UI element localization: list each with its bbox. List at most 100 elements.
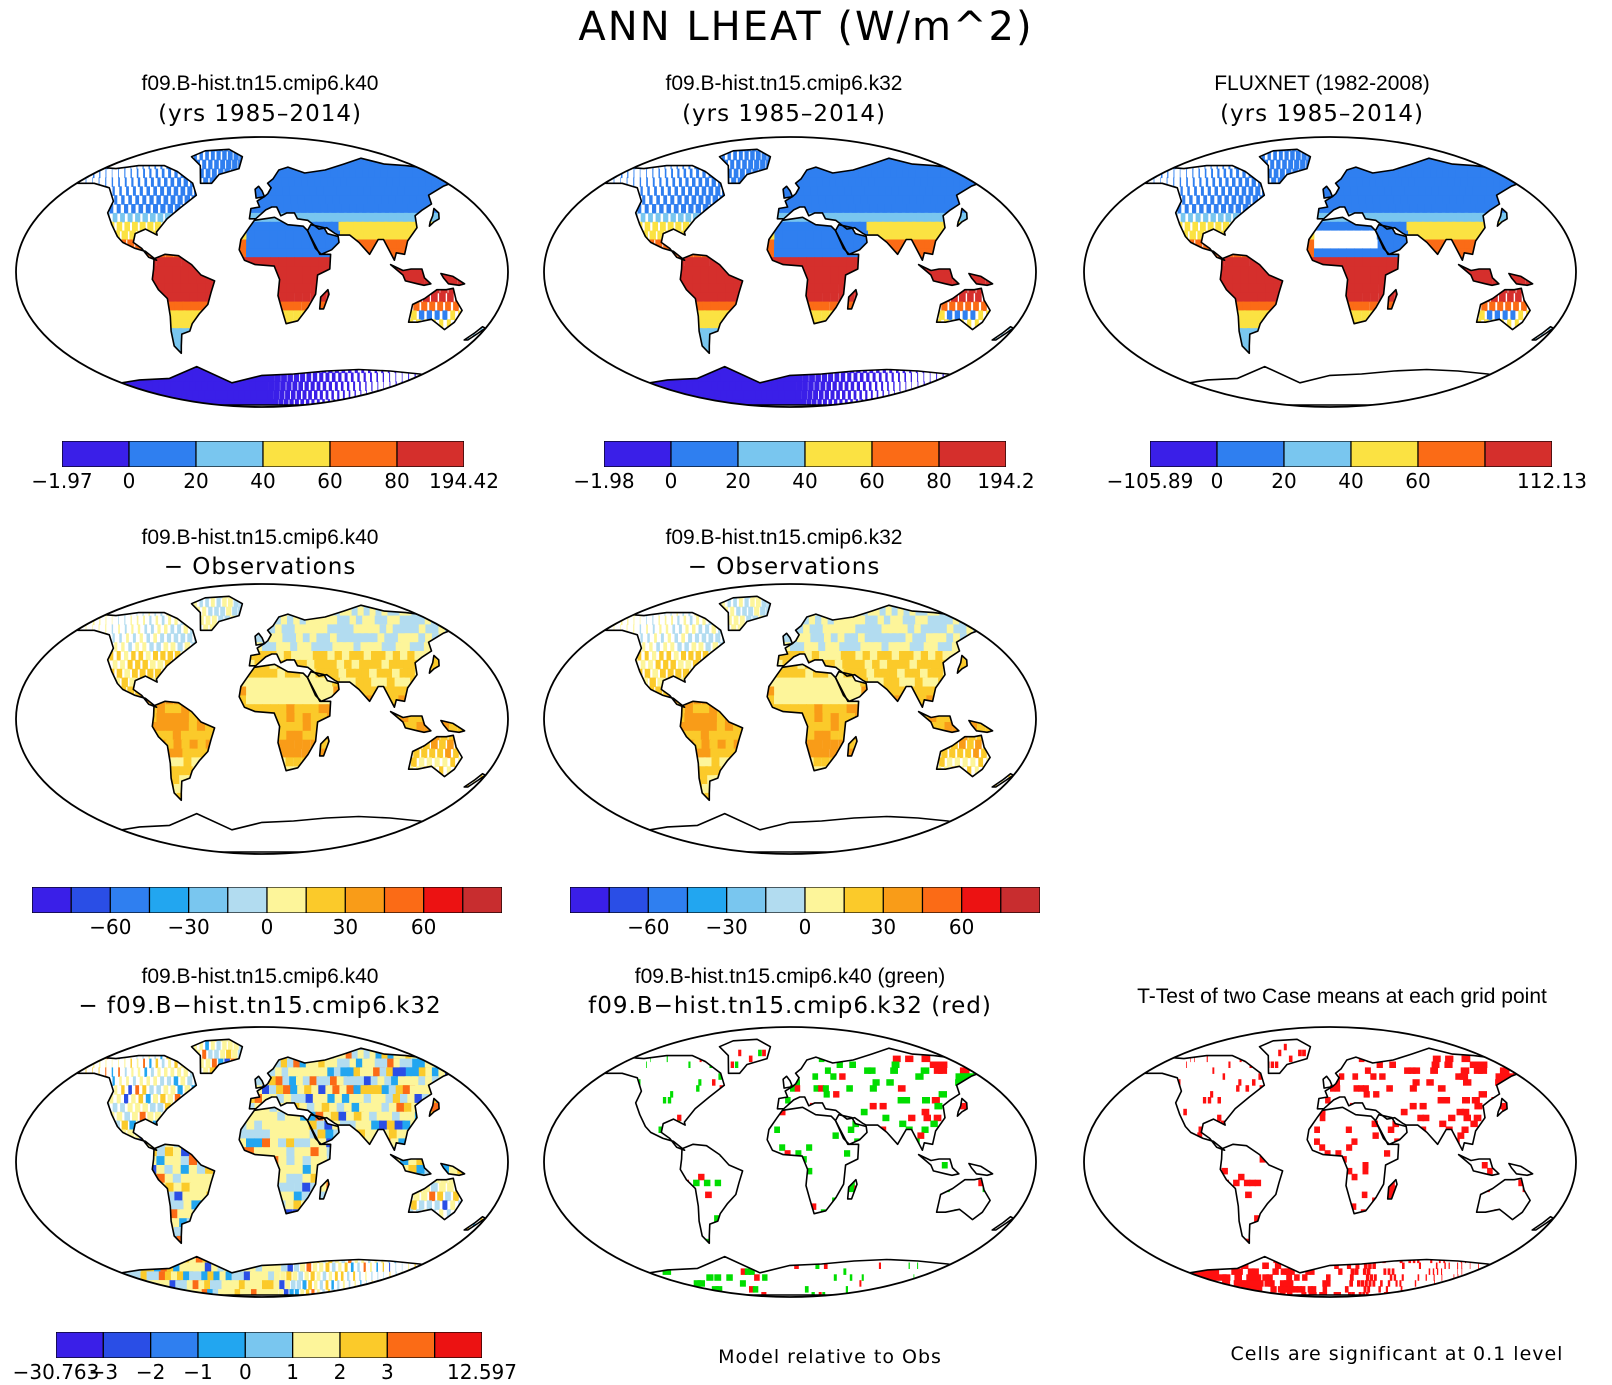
colorbar-swatch: [339, 1332, 388, 1358]
colorbar-label: −30.763: [12, 1360, 100, 1384]
colorbar-swatch: [1417, 441, 1486, 467]
map-panel-7: [15, 1026, 509, 1298]
colorbar-swatch: [329, 441, 398, 467]
map-panel-3: [1083, 136, 1577, 408]
coastline-greenland: [718, 1038, 772, 1075]
coastline-greenland: [718, 148, 772, 185]
colorbar-label: 30: [870, 915, 897, 939]
coastline-japan: [428, 207, 440, 227]
coastline-britain: [254, 632, 266, 646]
map-panel-8: [543, 1026, 1037, 1298]
colorbar-label: 194.2: [977, 469, 1035, 493]
colorbar-swatch: [882, 887, 924, 913]
coastline-arabia: [834, 223, 868, 256]
colorbar-swatch: [292, 1332, 341, 1358]
coastline-australia: [935, 734, 991, 778]
coastline-namerica: [76, 164, 198, 261]
coastline-eurasia: [248, 157, 460, 261]
map-border: [1083, 1026, 1577, 1298]
coastline-japan: [956, 1097, 968, 1117]
colorbar-swatch: [128, 441, 197, 467]
coastline-madagascar: [846, 288, 858, 310]
coastline-africa: [766, 663, 860, 772]
colorbar-label: 1: [286, 1360, 300, 1384]
map-panel-4: [15, 583, 509, 855]
coastline-indonesia: [389, 710, 432, 734]
colorbar-swatches: [56, 1332, 482, 1358]
coastline-samerica: [151, 1143, 216, 1245]
coastline-britain: [254, 185, 266, 199]
coastline-samerica: [679, 253, 744, 355]
coastline-greenland: [190, 148, 244, 185]
colorbar-swatch: [56, 1332, 104, 1358]
coastline-madagascar: [1386, 1178, 1398, 1200]
colorbar-label: 60: [410, 915, 437, 939]
colorbar-swatch: [1350, 441, 1419, 467]
colorbar-label: 0: [122, 469, 136, 493]
coastline-britain: [782, 185, 794, 199]
colorbar-swatch: [423, 887, 464, 913]
colorbar-swatch: [1484, 441, 1552, 467]
coastline-africa: [766, 1106, 860, 1215]
coastline-japan: [1496, 207, 1508, 227]
colorbar-panel-2: −1.98 0 20 40 60 80 194.2: [573, 441, 1035, 493]
colorbar-swatch: [244, 1332, 294, 1358]
panel5-title: f09.B-hist.tn15.cmip6.k32: [665, 526, 903, 549]
colorbar-label: 20: [183, 469, 209, 493]
colorbar-swatch: [150, 1332, 199, 1358]
coastline-eurasia: [1316, 1047, 1528, 1151]
colorbar-swatch: [70, 887, 112, 913]
colorbar-swatch: [921, 887, 963, 913]
colorbar-swatches: [570, 887, 1040, 913]
colorbar-label: 3: [380, 1360, 394, 1384]
coastline-australia: [407, 1177, 463, 1221]
colorbar-swatch: [843, 887, 885, 913]
colorbar-label: 60: [948, 915, 975, 939]
panel2-title: f09.B-hist.tn15.cmip6.k32: [665, 72, 903, 95]
colorbar-panel-1: −1.97 0 20 40 60 80 194.42: [31, 441, 499, 493]
coastline-australia: [1475, 287, 1531, 331]
coastline-indonesia: [389, 263, 432, 287]
colorbar-swatch: [383, 887, 425, 913]
coastline-samerica: [151, 700, 216, 802]
coastline-indonesia: [1457, 1153, 1500, 1177]
coastline-madagascar: [318, 1178, 330, 1200]
coastline-britain: [1322, 185, 1334, 199]
coastline-africa: [238, 663, 332, 772]
coastline-newguinea: [440, 719, 466, 734]
coastline-arabia: [306, 670, 340, 703]
colorbar-label: 0: [664, 469, 678, 493]
coastline-australia: [935, 287, 991, 331]
colorbar-swatch: [804, 887, 845, 913]
colorbar-swatch: [434, 1332, 482, 1358]
colorbar-label: −2: [135, 1360, 166, 1384]
coastline-samerica: [1219, 253, 1284, 355]
map-panel-1: [15, 136, 509, 408]
coastline-namerica: [604, 611, 726, 708]
colorbar-swatch: [195, 441, 264, 467]
coastline-newguinea: [968, 719, 994, 734]
colorbar-swatch: [262, 441, 331, 467]
panel7-title: f09.B-hist.tn15.cmip6.k40: [141, 965, 379, 988]
colorbar-swatch: [686, 887, 728, 913]
colorbar-swatch: [961, 887, 1002, 913]
coastline-indonesia: [389, 1153, 432, 1177]
colorbar-swatch: [188, 887, 229, 913]
map-panel-9: [1083, 1026, 1577, 1298]
colorbar-swatches: [1150, 441, 1552, 467]
colorbar-swatch: [1000, 887, 1040, 913]
coastline-arabia: [1374, 1113, 1408, 1146]
colorbar-swatch: [1216, 441, 1285, 467]
colorbar-swatch: [670, 441, 739, 467]
colorbar-label: 0: [260, 915, 274, 939]
coastline-eurasia: [248, 604, 460, 708]
colorbar-label: 80: [926, 469, 952, 493]
map-panel-5: [543, 583, 1037, 855]
colorbar-swatch: [32, 887, 72, 913]
coastline-greenland: [1258, 1038, 1312, 1075]
colorbar-panel-3: −105.89 0 20 40 60 112.13: [1107, 441, 1587, 493]
coastline-madagascar: [318, 735, 330, 757]
colorbar-panel-5: −60 −30 0 30 60: [570, 887, 1040, 939]
coastline-madagascar: [846, 735, 858, 757]
colorbar-swatch: [737, 441, 806, 467]
